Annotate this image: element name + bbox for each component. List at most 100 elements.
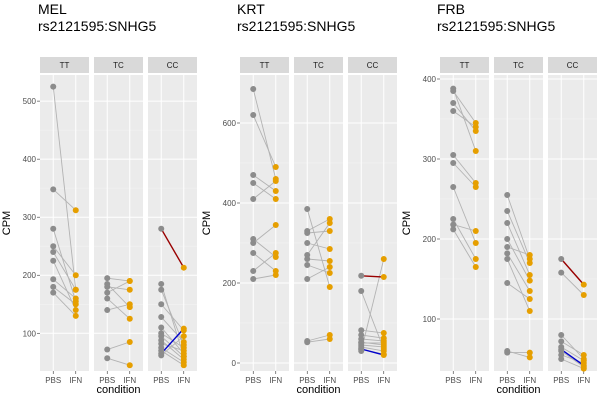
sample-connector-line xyxy=(160,350,185,366)
ifn-point xyxy=(380,330,387,336)
ifn-point xyxy=(526,260,533,266)
pbs-point xyxy=(504,208,511,214)
sample-connector-line xyxy=(252,114,277,168)
sample-connector-line xyxy=(360,290,385,350)
ifn-point xyxy=(580,281,587,288)
facet-strip-label: CC xyxy=(567,61,579,70)
ifn-point xyxy=(526,308,533,314)
ifn-point xyxy=(526,296,533,302)
ifn-point xyxy=(380,256,387,262)
ifn-point xyxy=(326,336,333,342)
sample-connector-line xyxy=(252,224,277,244)
facet-strip xyxy=(94,57,143,73)
ifn-point xyxy=(472,228,479,234)
facet-strip-label: TT xyxy=(460,61,470,70)
facet-tt: TT PBS IFN xyxy=(240,57,289,385)
sample-connector-line xyxy=(560,346,585,361)
ifn-point xyxy=(472,148,479,154)
sample-connector-line xyxy=(107,341,130,350)
facet-panel xyxy=(494,75,543,371)
pbs-point xyxy=(450,184,457,190)
pbs-point xyxy=(358,272,365,279)
pbs-point xyxy=(304,230,311,236)
ifn-point xyxy=(272,178,279,184)
ifn-point xyxy=(180,325,187,332)
sample-connector-line xyxy=(52,292,77,317)
pbs-point xyxy=(450,216,457,222)
ifn-point xyxy=(326,264,333,270)
pbs-point xyxy=(250,112,257,118)
pbs-point xyxy=(504,244,511,250)
y-tick-label: 600 xyxy=(223,119,237,128)
pbs-point xyxy=(358,340,365,346)
facet-cc: CC PBS IFN xyxy=(148,57,197,385)
facet-tc: TC PBS IFN xyxy=(294,57,343,385)
ifn-point xyxy=(272,272,279,278)
facet-tt: TT PBS IFN xyxy=(40,57,89,385)
sample-connector-line xyxy=(160,335,185,356)
highlight-blue-connector-line xyxy=(160,328,185,355)
pbs-point xyxy=(504,220,511,226)
sample-connector-line xyxy=(252,180,277,200)
pbs-point xyxy=(504,192,511,198)
facet-strip xyxy=(40,57,89,73)
x-tick-label: IFN xyxy=(323,376,336,385)
facet-cc: CC PBS IFN xyxy=(548,57,597,385)
sample-connector-line xyxy=(252,252,277,272)
pbs-point xyxy=(158,324,165,331)
x-tick-label: IFN xyxy=(523,376,536,385)
sample-connector-line xyxy=(107,280,130,294)
pbs-point xyxy=(558,346,565,353)
y-axis-label: CPM xyxy=(1,211,13,235)
ifn-point xyxy=(526,354,533,361)
pbs-point xyxy=(558,332,565,338)
sample-connector-line xyxy=(52,245,77,276)
chart-title: FRB xyxy=(437,1,465,17)
pbs-point xyxy=(558,356,565,362)
ifn-point xyxy=(180,264,187,271)
ifn-point xyxy=(380,274,387,280)
facet-strip-label: TT xyxy=(260,61,270,70)
sample-connector-line xyxy=(361,344,384,348)
pbs-point xyxy=(158,280,165,287)
facet-strip xyxy=(548,57,597,73)
pbs-point xyxy=(504,256,511,262)
pbs-point xyxy=(450,108,457,114)
sample-connector-line xyxy=(506,210,531,264)
ifn-point xyxy=(472,264,479,270)
facet-panel xyxy=(294,75,343,371)
y-tick-label: 0 xyxy=(232,359,237,368)
sample-connector-line xyxy=(306,222,331,256)
ifn-point xyxy=(472,184,479,190)
x-axis-label: condition xyxy=(296,384,340,396)
x-tick-label: IFN xyxy=(269,376,282,385)
pbs-point xyxy=(304,339,311,346)
facet-tc: TC PBS IFN xyxy=(494,57,543,385)
chart-subtitle: rs2121595:SNHG5 xyxy=(237,18,356,34)
y-tick-label: 200 xyxy=(23,271,37,280)
facet-strip xyxy=(440,57,489,73)
y-tick-label: 400 xyxy=(423,75,437,84)
sample-connector-line xyxy=(107,357,130,366)
pbs-point xyxy=(558,256,565,262)
pbs-point xyxy=(50,289,57,296)
pbs-point xyxy=(104,307,111,314)
ifn-point xyxy=(526,252,533,258)
sample-connector-line xyxy=(306,208,331,288)
pbs-point xyxy=(504,280,511,286)
pbs-point xyxy=(158,301,165,308)
sample-connector-line xyxy=(106,283,131,308)
y-tick-label: 300 xyxy=(423,155,437,164)
sample-connector-line xyxy=(52,278,77,299)
sample-connector-line xyxy=(506,253,531,292)
sample-connector-line xyxy=(307,266,330,280)
sample-connector-line xyxy=(561,354,584,364)
facet-strip-label: TC xyxy=(313,61,324,70)
y-axis-label: CPM xyxy=(201,211,213,235)
x-tick-label: PBS xyxy=(445,376,461,385)
pbs-point xyxy=(50,283,57,290)
sample-connector-line xyxy=(560,341,585,356)
